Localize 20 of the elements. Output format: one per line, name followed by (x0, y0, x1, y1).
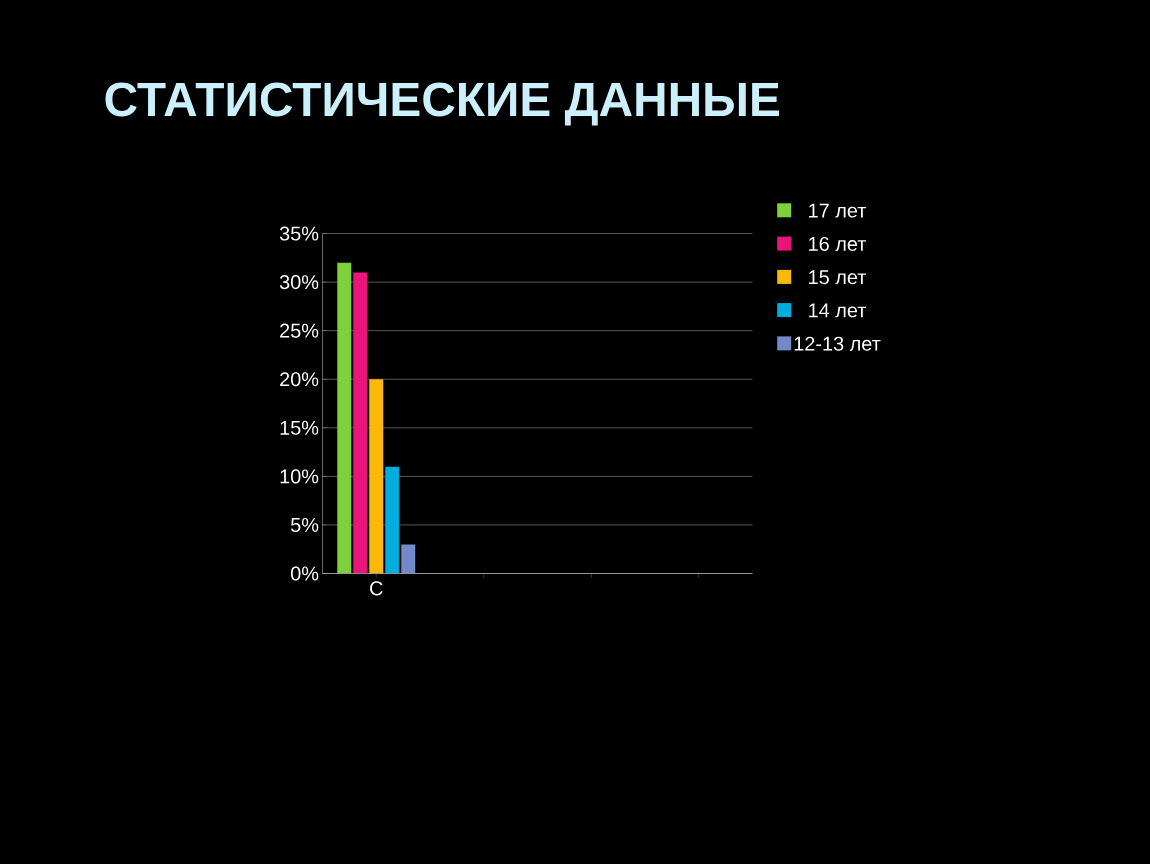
legend-label: 14 лет (809, 303, 867, 318)
y-tick-label: 25% (280, 323, 319, 338)
x-tick-label: C (370, 581, 383, 596)
bar (369, 379, 384, 574)
y-tick-label: 30% (279, 275, 319, 290)
y-tick-label: 20% (280, 372, 319, 387)
y-tick-label: 5% (290, 517, 319, 532)
legend-label: 16 лет (809, 236, 867, 251)
y-tick-label: 15% (280, 420, 319, 435)
y-tick-label: 35% (279, 226, 319, 241)
y-tick-label: 0% (290, 566, 319, 581)
bar (353, 272, 368, 574)
chart-title: СТАТИСТИЧЕСКИЕ ДАННЫЕ (105, 82, 779, 126)
bar (401, 544, 416, 574)
bar (385, 466, 400, 574)
y-tick-label: 10% (280, 469, 319, 484)
legend-label: 17 лет (809, 203, 867, 218)
bar (337, 262, 352, 574)
legend-label: 12-13 лет (794, 336, 881, 351)
legend-label: 15 лет (809, 270, 867, 285)
